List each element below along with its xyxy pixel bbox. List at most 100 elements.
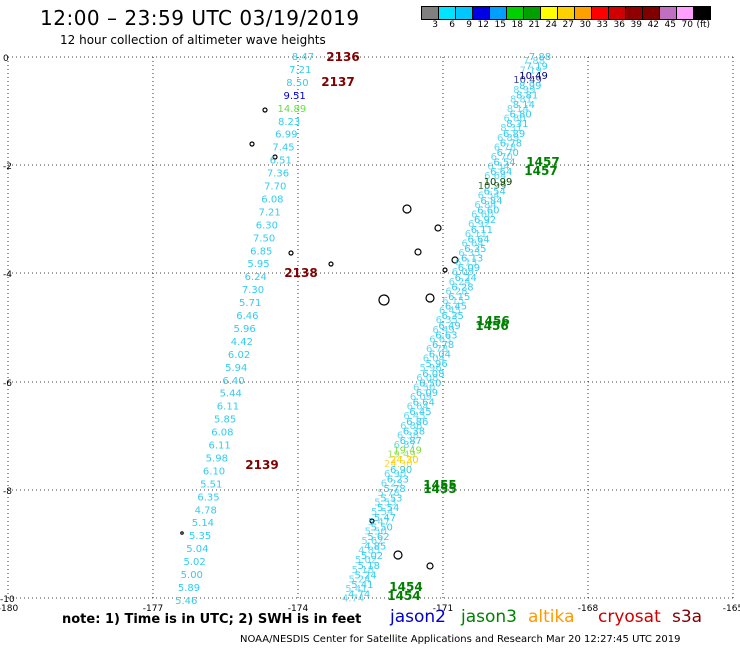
swh-value: 5.18 [358, 561, 380, 572]
colorbar: 3 6 9 12 15 18 21 24 27 30 33 36 39 42 45 70 (ft) [421, 6, 711, 30]
swh-value: 6.09 [458, 263, 480, 274]
colorbar-cells [421, 6, 711, 20]
swh-value: 7.21 [259, 207, 281, 218]
pass-number-label: 1454 [387, 589, 420, 603]
swh-value-overlap: 6.28 [445, 286, 467, 297]
colorbar-label: 12 [477, 20, 489, 30]
swh-value-overlap: 8.31 [500, 123, 522, 134]
swh-value: 6.11 [217, 402, 239, 413]
colorbar-swatch [693, 6, 711, 20]
legend-item-jason3: jason3 [461, 607, 517, 627]
island-outline [425, 293, 435, 303]
swh-value-overlap: 6.09 [410, 392, 432, 403]
swh-value: 5.04 [186, 544, 208, 555]
swh-value: 8.50 [286, 78, 308, 89]
swh-value: 6.64 [413, 398, 435, 409]
swh-value-overlap: 5.78 [378, 488, 400, 499]
x-tick-label: -180 [0, 604, 18, 614]
islands [180, 107, 459, 570]
swh-value-overlap: 6.63 [429, 334, 451, 345]
note-text: note: 1) Time is in UTC; 2) SWH is in fe… [62, 612, 362, 627]
island-outline [442, 267, 448, 273]
legend-item-altika: altika [528, 607, 575, 627]
colorbar-label: 18 [511, 20, 523, 30]
swh-value-overlap: 6.15 [442, 296, 464, 307]
island-outline [180, 531, 184, 535]
chart-subtitle: 12 hour collection of altimeter wave hei… [60, 33, 326, 47]
swh-value: 4.85 [364, 542, 386, 553]
swh-value: 6.60 [477, 206, 499, 217]
swh-value-overlap: 10.99 [478, 181, 507, 192]
swh-value-overlap: 5.54 [371, 507, 393, 518]
swh-value-overlap: 8.99 [513, 85, 535, 96]
swh-value: 6.90 [390, 465, 412, 476]
swh-value: 7.21 [289, 65, 311, 76]
legend-item-cryosat: cryosat [598, 607, 661, 627]
swh-value: 6.04 [429, 350, 451, 361]
swh-value: 5.96 [233, 324, 255, 335]
swh-value: 7.70 [264, 182, 286, 193]
swh-value-overlap: 5.96 [420, 363, 442, 374]
swh-value-overlap: 6.90 [384, 469, 406, 480]
swh-value-overlap: 6.45 [439, 306, 461, 317]
swh-value-overlap: 8.81 [510, 94, 532, 105]
swh-value: 5.54 [377, 503, 399, 514]
swh-value-overlap: 6.08 [416, 373, 438, 384]
swh-value-overlap: 6.78 [494, 142, 516, 153]
footer-credit: NOAA/NESDIS Center for Satellite Applica… [240, 634, 681, 645]
pass-number-label: 1456 [475, 319, 508, 333]
island-outline [328, 261, 334, 267]
swh-value: 5.62 [367, 532, 389, 543]
colorbar-label: 42 [647, 20, 659, 30]
x-tick-label: -171 [433, 604, 453, 614]
swh-value: 6.89 [503, 129, 525, 140]
swh-value: 5.98 [206, 453, 228, 464]
swh-value-overlap: 7.19 [520, 66, 542, 77]
grid-lines [7, 56, 734, 599]
island-outline [288, 250, 294, 256]
swh-value-overlap: 10.49 [513, 75, 542, 86]
colorbar-label: 21 [528, 20, 540, 30]
swh-value: 5.14 [192, 518, 214, 529]
swh-value-overlap: 6.49 [432, 325, 454, 336]
swh-value: 24.30 [390, 455, 419, 466]
swh-value: 7.19 [526, 62, 548, 73]
swh-value: 6.78 [500, 138, 522, 149]
y-tick-label: -6 [3, 379, 12, 389]
swh-value: 19.49 [393, 446, 422, 457]
axis-ticks: -180 -177 -174 -171 -168 -165 0 -2 -4 -6 -8 -10 [0, 54, 740, 614]
y-tick-label: -4 [3, 270, 12, 280]
swh-value: 8.99 [519, 81, 541, 92]
chart-title: 12:00 – 23:59 UTC 03/19/2019 [40, 6, 360, 30]
swh-value: 5.85 [214, 415, 236, 426]
swh-value: 8.14 [513, 100, 535, 111]
colorbar-labels: 3 6 9 12 15 18 21 24 27 30 33 36 39 42 45 70 (ft) [421, 20, 710, 30]
swh-value-overlap: 6.54 [487, 162, 509, 173]
swh-value-overlap: 5.47 [368, 517, 390, 528]
swh-value: 6.49 [438, 321, 460, 332]
swh-value: 5.94 [225, 363, 247, 374]
swh-value: 6.08 [422, 369, 444, 380]
swh-value: 7.30 [242, 285, 264, 296]
swh-value-overlap: 6.54 [478, 190, 500, 201]
swh-value: 8.31 [506, 119, 528, 130]
colorbar-label: 33 [596, 20, 608, 30]
swh-value: 5.41 [351, 580, 373, 591]
swh-value: 5.00 [181, 570, 203, 581]
swh-value: 6.24 [455, 273, 477, 284]
swh-value-overlap: 6.04 [423, 354, 445, 365]
swh-value: 6.50 [419, 378, 441, 389]
swh-value: 4.74 [348, 590, 370, 601]
swh-value: 6.87 [400, 436, 422, 447]
swh-value: 6.35 [442, 311, 464, 322]
island-outline [393, 550, 403, 560]
swh-value: 6.11 [471, 225, 493, 236]
swh-value-overlap: 5.50 [365, 526, 387, 537]
pass-number-label: 2138 [284, 266, 317, 280]
swh-value: 5.78 [384, 484, 406, 495]
colorbar-label: 9 [466, 20, 472, 30]
swh-value-overlap: 4.74 [342, 594, 364, 605]
swh-value: 7.36 [267, 169, 289, 180]
swh-value-overlap: 5.53 [374, 498, 396, 509]
